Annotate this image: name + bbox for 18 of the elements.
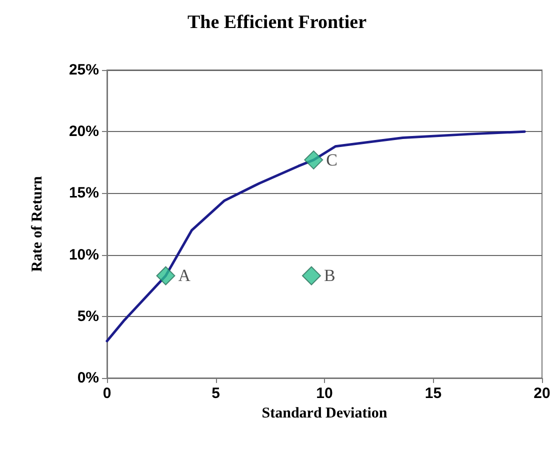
y-tick-label: 20% [68,123,99,140]
x-tick-label: 20 [534,385,550,402]
line-series [106,130,526,342]
x-tick-label: 10 [316,385,333,402]
x-tick-label: 5 [212,385,220,402]
data-label: C [326,150,338,170]
x-tick-label: 0 [102,385,112,402]
x-tick-label: 15 [424,385,442,402]
y-tick-label: 25% [68,62,99,78]
data-label: B [324,266,336,286]
data-label: A [178,266,192,286]
x-axis-title: Standard Deviation [262,405,388,422]
y-tick-label: 5% [77,308,99,325]
y-tick-label: 0% [77,370,99,386]
y-tick-label: 15% [68,184,99,202]
y-tick-label: 10% [68,246,99,264]
chart-title: The Efficient Frontier [187,12,368,33]
y-axis-title: Rate of Return [30,175,46,272]
